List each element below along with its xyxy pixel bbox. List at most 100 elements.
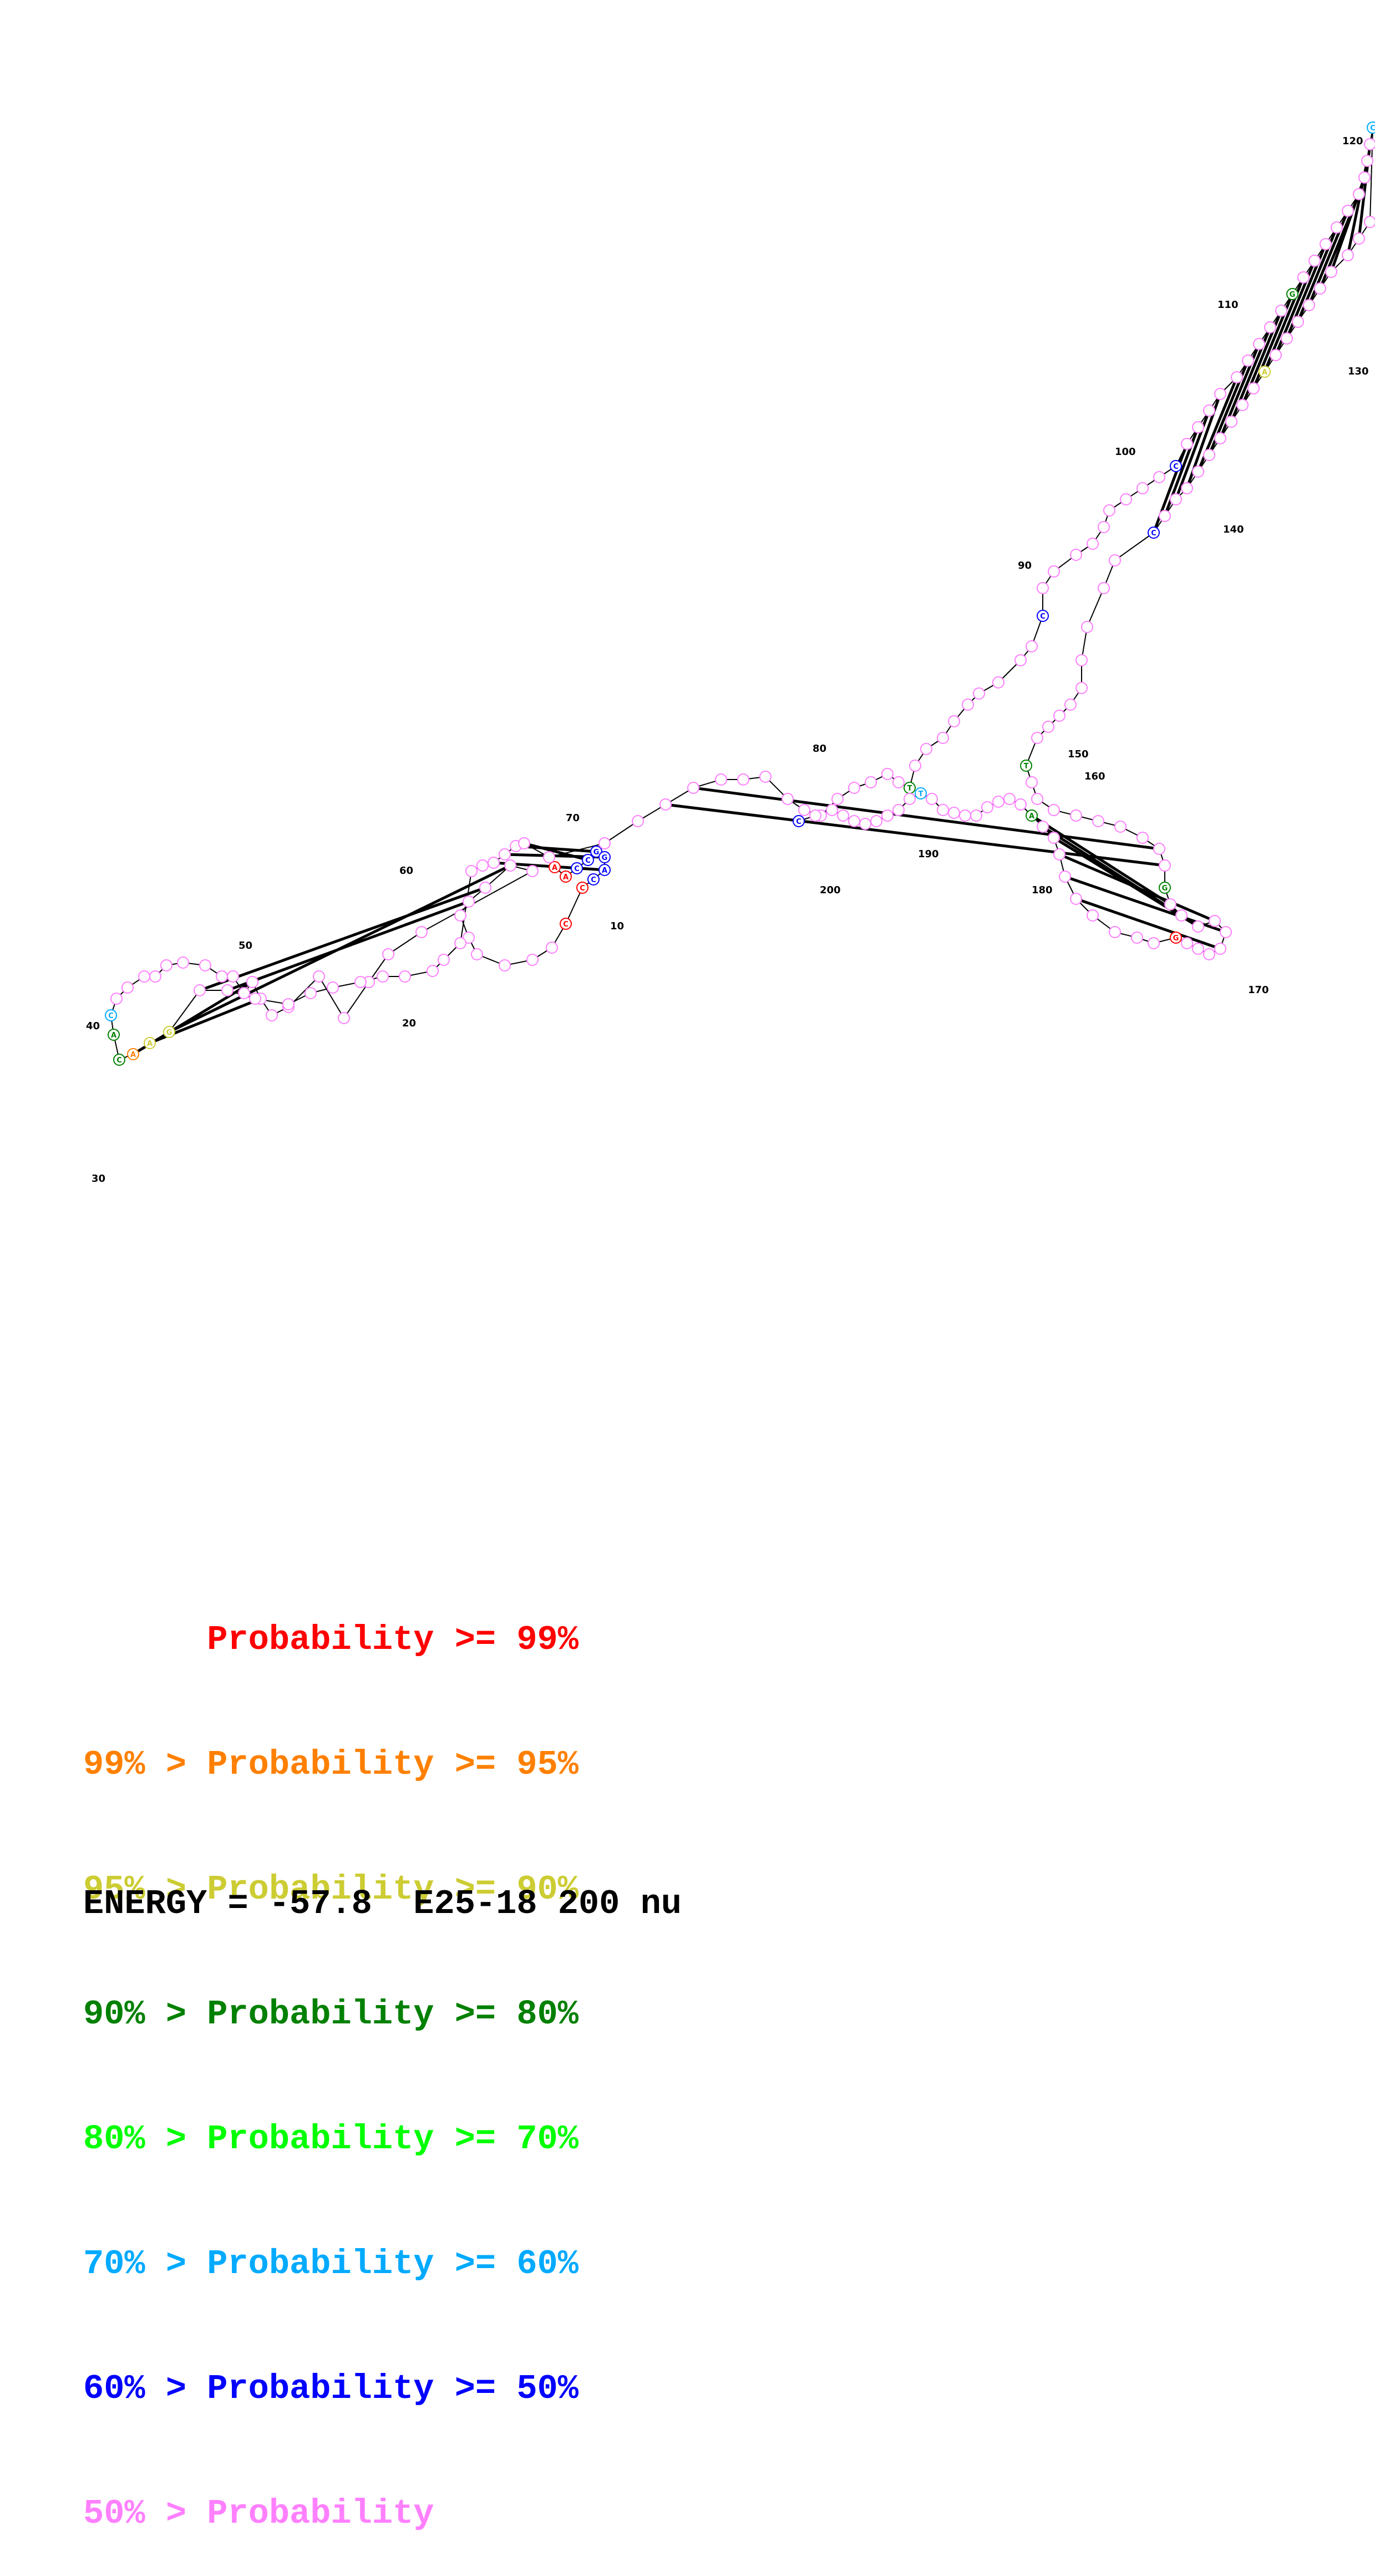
- nucleotide-circle: [1220, 926, 1232, 938]
- nucleotide-circle: [759, 771, 772, 783]
- nucleotide-circle: [1136, 832, 1149, 844]
- position-label: 160: [1084, 771, 1105, 782]
- nucleotide-circle: [1081, 621, 1093, 633]
- nucleotide-circle: [1109, 926, 1121, 938]
- nucleotide-circle: [194, 984, 206, 996]
- nucleotide-circle: [138, 970, 150, 983]
- nucleotide-circle: [1148, 937, 1160, 949]
- nucleotide-circle: [227, 970, 239, 983]
- nucleotide-circle: [108, 1029, 120, 1041]
- nucleotide-circle: [1153, 843, 1165, 855]
- nucleotide-circle: [160, 959, 172, 971]
- nucleotide-circle: [1214, 943, 1226, 955]
- nucleotide-circle: [948, 807, 960, 819]
- nucleotide-letter: G: [1290, 291, 1296, 299]
- nucleotide-circle: [199, 959, 211, 971]
- nucleotide-circle: [1070, 549, 1082, 561]
- nucleotide-circle: [809, 809, 821, 822]
- nucleotide-circle: [1075, 682, 1088, 694]
- nucleotide-circle: [715, 773, 727, 786]
- nucleotide-circle: [1358, 171, 1371, 184]
- nucleotide-letter: T: [907, 785, 912, 793]
- nucleotide-circle: [1203, 948, 1215, 960]
- nucleotide-circle: [463, 932, 475, 944]
- nucleotide-circle: [543, 851, 555, 863]
- nucleotide-letter: G: [1162, 884, 1168, 893]
- position-label: 20: [402, 1018, 416, 1029]
- nucleotide-circle: [1075, 654, 1088, 666]
- backbone-segment: [565, 887, 583, 924]
- backbone-segment: [388, 932, 422, 955]
- nucleotide-circle: [1048, 565, 1060, 578]
- nucleotide-letter: A: [602, 867, 607, 875]
- nucleotide-circle: [1192, 943, 1204, 955]
- nucleotide-circle: [476, 859, 489, 872]
- nucleotide-circle: [598, 837, 611, 849]
- nucleotide-circle: [571, 862, 583, 874]
- nucleotide-circle: [1064, 699, 1077, 711]
- nucleotide-circle: [216, 970, 228, 983]
- nucleotide-circle: [177, 956, 189, 969]
- nucleotide-circle: [587, 873, 600, 885]
- nucleotide-circle: [1353, 188, 1365, 200]
- base-pair-bond: [515, 844, 597, 853]
- nucleotide-circle: [313, 970, 325, 983]
- nucleotide-circle: [471, 948, 483, 960]
- nucleotide-circle: [1087, 909, 1099, 922]
- nucleotide-circle: [973, 687, 985, 700]
- backbone-segment: [1114, 532, 1154, 561]
- nucleotide-circle: [1153, 471, 1165, 483]
- nucleotide-circle: [1042, 721, 1054, 733]
- nucleotide-circle: [1275, 305, 1287, 317]
- nucleotide-circle: [499, 959, 511, 971]
- nucleotide-letter: C: [108, 1012, 114, 1020]
- position-label: 70: [566, 812, 580, 824]
- nucleotide-circle: [892, 776, 905, 788]
- probability-legend: Probability >= 99% 99% > Probability >= …: [83, 1536, 579, 2576]
- nucleotide-circle: [399, 970, 411, 983]
- nucleotide-circle: [870, 815, 882, 827]
- nucleotide-circle: [354, 976, 367, 988]
- nucleotide-circle: [1053, 848, 1066, 861]
- nucleotide-circle: [1164, 898, 1176, 910]
- nucleotide-circle: [948, 715, 960, 727]
- nucleotide-circle: [1253, 338, 1265, 350]
- nucleotide-circle: [1170, 932, 1182, 944]
- nucleotide-circle: [338, 1012, 350, 1024]
- nucleotide-circle: [463, 895, 475, 908]
- nucleotide-circle: [1159, 510, 1171, 522]
- nucleotide-circle: [992, 796, 1004, 808]
- nucleotide-circle: [1087, 538, 1099, 550]
- nucleotide-circle: [454, 909, 466, 922]
- nucleotide-circle: [127, 1048, 139, 1060]
- nucleotide-circle: [659, 798, 672, 811]
- position-label: 40: [86, 1020, 100, 1032]
- nucleotide-circle: [1037, 610, 1049, 622]
- legend-row-99: Probability >= 99%: [83, 1620, 579, 1659]
- nucleotide-circle: [415, 926, 428, 938]
- backbone-segment: [604, 821, 638, 844]
- backbone-segment: [343, 981, 369, 1019]
- nucleotide-circle: [859, 818, 871, 830]
- base-pair-bond: [693, 786, 1160, 851]
- nucleotide-circle: [546, 942, 558, 954]
- nucleotide-circle: [1103, 504, 1115, 517]
- nucleotide-circle: [427, 965, 439, 977]
- nucleotide-circle: [632, 815, 644, 827]
- nucleotide-letter: C: [1370, 124, 1375, 133]
- nucleotide-circle: [454, 937, 466, 949]
- nucleotide-circle: [1203, 404, 1215, 417]
- nucleotide-circle: [1014, 798, 1027, 811]
- nucleotide-circle: [848, 815, 860, 827]
- base-pair-bond: [1059, 853, 1215, 923]
- nucleotide-circle: [1048, 804, 1060, 816]
- backbone-segment: [169, 990, 200, 1033]
- nucleotide-circle: [1214, 388, 1226, 400]
- nucleotide-circle: [1159, 859, 1171, 872]
- position-label: 80: [813, 743, 826, 755]
- nucleotide-circle: [831, 793, 844, 805]
- nucleotide-circle: [1286, 288, 1298, 300]
- nucleotide-circle: [1192, 465, 1204, 478]
- nucleotide-letter: C: [574, 865, 580, 873]
